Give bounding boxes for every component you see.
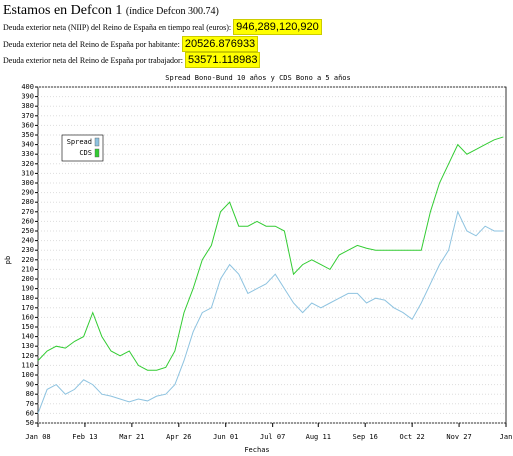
y-tick-label: 70: [26, 400, 34, 408]
x-tick-label: Jan: [500, 433, 513, 441]
y-tick-label: 370: [21, 112, 34, 120]
legend-label: CDS: [79, 149, 92, 157]
y-tick-label: 50: [26, 419, 34, 427]
x-tick-label: Jan 08: [25, 433, 50, 441]
header: Estamos en Defcon 1 (índice Defcon 300.7…: [3, 3, 219, 19]
y-tick-label: 250: [21, 227, 34, 235]
y-tick-label: 120: [21, 352, 34, 360]
x-tick-label: Nov 27: [446, 433, 471, 441]
legend-swatch: [94, 148, 100, 158]
row: Deuda exterior neta del Reino de España …: [3, 52, 261, 68]
y-tick-label: 380: [21, 102, 34, 110]
y-tick-label: 150: [21, 323, 34, 331]
line: [37, 210, 504, 414]
y-tick-label: 130: [21, 342, 34, 350]
y-tick-label: 180: [21, 294, 34, 302]
x-tick-label: Jul 07: [260, 433, 285, 441]
row: Deuda exterior neta del Reino de España …: [3, 36, 259, 52]
x-axis-label: Fechas: [244, 446, 269, 454]
x-tick-label: Feb 13: [72, 433, 97, 441]
title: Estamos en Defcon 1: [3, 3, 123, 18]
y-tick-label: 290: [21, 189, 34, 197]
y-tick-label: 320: [21, 160, 34, 168]
label: Deuda exterior neta del Reino de España …: [3, 40, 180, 49]
y-tick-label: 90: [26, 381, 34, 389]
y-tick-label: 340: [21, 141, 34, 149]
x-tick-label: Aug 11: [306, 433, 331, 441]
value: 53571.118983: [184, 52, 261, 68]
y-tick-label: 220: [21, 256, 34, 264]
y-tick-label: 390: [21, 93, 34, 101]
y-tick-label: 310: [21, 169, 34, 177]
y-tick-label: 80: [26, 390, 34, 398]
y-tick-label: 160: [21, 313, 34, 321]
x-tick-label: Jun 01: [213, 433, 238, 441]
y-tick-label: 110: [21, 361, 34, 369]
row: Deuda exterior neta (NIIP) del Reino de …: [3, 19, 322, 35]
y-tick-label: 270: [21, 208, 34, 216]
y-tick-label: 140: [21, 333, 34, 341]
value: 946,289,120,920: [233, 19, 322, 35]
value: 20526.876933: [181, 36, 259, 52]
y-tick-label: 400: [21, 83, 34, 91]
y-tick-label: 210: [21, 265, 34, 273]
chart-title: Spread Bono-Bund 10 años y CDS Bono a 5 …: [165, 74, 350, 82]
y-tick-label: 330: [21, 150, 34, 158]
chart: Spread Bono-Bund 10 años y CDS Bono a 5 …: [4, 74, 513, 454]
y-tick-label: 230: [21, 246, 34, 254]
y-tick-label: 200: [21, 275, 34, 283]
y-tick-label: 100: [21, 371, 34, 379]
subtitle: (índice Defcon 300.74): [125, 6, 219, 17]
y-tick-label: 280: [21, 198, 34, 206]
label: Deuda exterior neta (NIIP) del Reino de …: [3, 23, 232, 32]
y-tick-label: 360: [21, 121, 34, 129]
label: Deuda exterior neta del Reino de España …: [3, 56, 183, 65]
legend-swatch: [94, 137, 100, 147]
x-tick-label: Oct 22: [399, 433, 424, 441]
y-tick-label: 300: [21, 179, 34, 187]
x-tick-label: Sep 16: [353, 433, 378, 441]
legend-label: Spread: [67, 138, 92, 146]
x-tick-label: Apr 26: [166, 433, 191, 441]
line: [37, 136, 504, 371]
y-tick-label: 240: [21, 237, 34, 245]
y-axis-label: pb: [4, 256, 12, 264]
y-tick-label: 350: [21, 131, 34, 139]
x-tick-label: Mar 21: [119, 433, 144, 441]
y-tick-label: 190: [21, 285, 34, 293]
plot-frame: [37, 86, 507, 424]
y-tick-label: 60: [26, 409, 34, 417]
y-tick-label: 260: [21, 217, 34, 225]
y-tick-label: 170: [21, 304, 34, 312]
